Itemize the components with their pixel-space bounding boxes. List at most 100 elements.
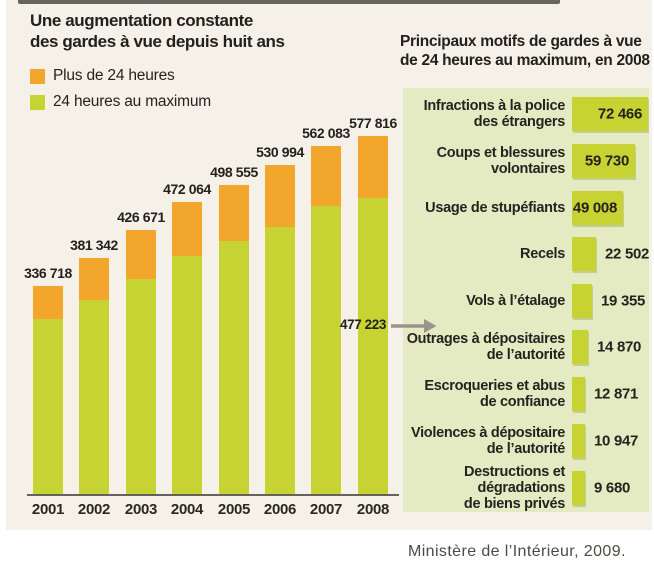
motif-value-5: 14 870 (597, 338, 642, 356)
motif-row-1: Coups et blessures volontaires 59 730 (403, 138, 649, 185)
motif-label-line-6-0: Escroqueries et abus (424, 378, 565, 395)
motif-bar-8 (572, 471, 585, 505)
bar-year-label-2008: 2008 (356, 501, 390, 518)
motif-label-7: Violences à dépositaire de l’autorité (403, 425, 572, 457)
motif-bar-zone-6: 12 871 (572, 377, 649, 412)
motif-value-7: 10 947 (594, 432, 639, 450)
legend-label-plus24: Plus de 24 heures (53, 67, 175, 84)
bar-2008 (358, 136, 388, 495)
source-caption: Ministère de l’Intérieur, 2009. (408, 543, 626, 560)
motif-label-line-8-0: Destructions et dégradations (463, 464, 565, 496)
motif-bar-6 (572, 377, 585, 412)
motif-row-7: Violences à dépositaire de l’autorité 10 9… (403, 417, 649, 464)
x-axis-line (27, 494, 399, 496)
motif-label-8: Destructions et dégradations de biens pri… (403, 464, 572, 512)
legend-label-max24: 24 heures au maximum (53, 93, 211, 110)
bar-year-label-2004: 2004 (170, 501, 204, 518)
motif-label-line-1-1: volontaires (490, 160, 565, 177)
motif-value-3: 22 502 (605, 245, 650, 263)
annotation-value: 477 223 (340, 317, 386, 332)
motif-label-6: Escroqueries et abus de confiance (403, 378, 572, 410)
motif-bar-7 (572, 423, 585, 458)
motif-row-3: Recels 22 502 (403, 231, 649, 278)
motif-label-line-0-0: Infractions à la police (423, 98, 566, 115)
motif-row-6: Escroqueries et abus de confiance 12 871 (403, 371, 649, 418)
motif-label-1: Coups et blessures volontaires (403, 145, 572, 177)
motif-row-8: Destructions et dégradations de biens pri… (403, 464, 649, 512)
motif-bar-zone-0: 72 466 (572, 97, 649, 132)
motif-bar-4 (572, 283, 592, 318)
motif-label-line-2-0: Usage de stupéfiants (425, 199, 565, 216)
bar-segment-plus24-2005 (219, 185, 249, 241)
motif-value-0: 72 466 (597, 105, 642, 123)
motif-label-line-5-1: de l’autorité (486, 347, 566, 364)
legend-item-plus24: Plus de 24 heures (30, 63, 211, 89)
bar-total-label-2001: 336 718 (24, 265, 72, 281)
motif-label-4: Vols à l’étalage (403, 293, 572, 309)
motif-bar-0 (572, 97, 648, 132)
motif-bar-2 (572, 190, 623, 225)
motif-label-line-5-0: Outrages à dépositaires (406, 331, 566, 348)
motifs-list: Infractions à la police des étrangers 72 4… (403, 88, 649, 512)
motif-bar-5 (572, 330, 588, 365)
legend-item-max24: 24 heures au maximum (30, 89, 211, 115)
right-panel-title-line2: de 24 heures au maximum, en 2008 (400, 52, 650, 69)
bar-year-label-2006: 2006 (263, 501, 297, 518)
bar-total-label-2007: 562 083 (302, 125, 350, 141)
motif-row-4: Vols à l’étalage 19 355 (403, 278, 649, 325)
bar-year-label-2005: 2005 (217, 501, 251, 518)
motif-label-line-7-0: Violences à dépositaire (410, 424, 565, 441)
motif-bar-zone-7: 10 947 (572, 423, 649, 458)
bar-segment-plus24-2008 (358, 136, 388, 198)
motif-bar-zone-2: 49 008 (572, 190, 649, 225)
motif-value-1: 59 730 (584, 152, 629, 170)
motif-row-5: Outrages à dépositaires de l’autorité 14 8… (403, 324, 649, 371)
bar-segment-plus24-2004 (172, 202, 202, 256)
right-panel-title: Principaux motifs de gardes à vue de 24 … (400, 32, 650, 70)
bar-segment-plus24-2006 (265, 165, 295, 227)
legend-swatch-max24-icon (30, 94, 45, 110)
left-chart-title-line2: des gardes à vue depuis huit ans (30, 32, 285, 51)
left-chart-title: Une augmentation constante des gardes à … (30, 10, 285, 52)
motif-row-0: Infractions à la police des étrangers 72 4… (403, 91, 649, 138)
bar-year-label-2007: 2007 (309, 501, 343, 518)
bar-2007 (311, 146, 341, 495)
motif-bar-zone-3: 22 502 (572, 237, 650, 272)
arrow-right-icon (391, 319, 437, 333)
bar-2005 (219, 185, 249, 495)
right-panel-title-line1: Principaux motifs de gardes à vue (400, 33, 642, 50)
scan-top-edge (18, 0, 560, 4)
motif-label-line-7-1: de l’autorité (486, 440, 566, 457)
motif-value-4: 19 355 (601, 292, 646, 310)
motif-label-line-1-0: Coups et blessures (436, 144, 566, 161)
bar-2001 (33, 286, 63, 495)
motifs-panel: Infractions à la police des étrangers 72 4… (403, 88, 649, 512)
motif-bar-3 (572, 237, 596, 272)
motif-label-line-3-0: Recels (520, 246, 565, 263)
bar-total-label-2005: 498 555 (210, 164, 258, 180)
motif-label-line-8-1: de biens privés (463, 496, 565, 512)
bar-total-label-2002: 381 342 (70, 237, 118, 253)
bar-2004 (172, 202, 202, 495)
motif-bar-zone-5: 14 870 (572, 330, 649, 365)
motif-row-2: Usage de stupéfiants 49 008 (403, 184, 649, 231)
motif-label-0: Infractions à la police des étrangers (403, 98, 572, 130)
bar-2002 (79, 258, 109, 495)
motif-value-2: 49 008 (572, 199, 617, 217)
legend: Plus de 24 heures 24 heures au maximum (30, 63, 211, 115)
bar-segment-plus24-2001 (33, 286, 63, 319)
bar-segment-plus24-2002 (79, 258, 109, 300)
motif-bar-1 (572, 143, 635, 178)
bar-total-label-2008: 577 816 (349, 115, 397, 131)
motif-bar-zone-4: 19 355 (572, 283, 649, 318)
motif-label-3: Recels (403, 246, 572, 262)
motif-label-line-6-1: de confiance (479, 394, 565, 411)
motif-bar-zone-8: 9 680 (572, 471, 649, 505)
motif-value-6: 12 871 (594, 385, 639, 403)
motif-value-8: 9 680 (594, 479, 631, 497)
bar-year-label-2002: 2002 (77, 501, 111, 518)
motif-label-2: Usage de stupéfiants (403, 200, 572, 216)
bar-year-label-2003: 2003 (124, 501, 158, 518)
bar-year-label-2001: 2001 (31, 501, 65, 518)
